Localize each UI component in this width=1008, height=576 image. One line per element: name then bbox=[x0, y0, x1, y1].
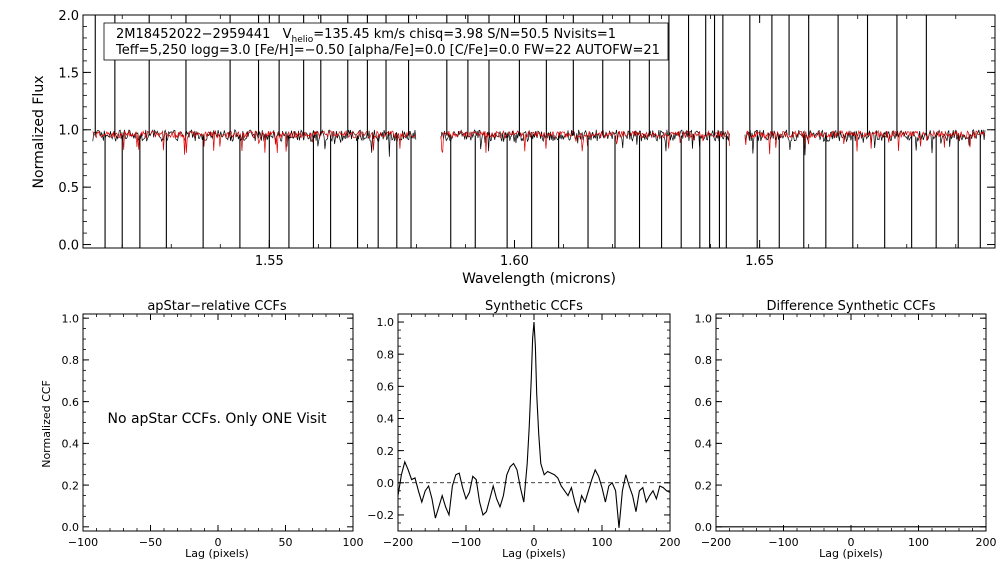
difference-ccf-xlabel: Lag (pixels) bbox=[819, 547, 883, 560]
spectrum-data bbox=[92, 15, 986, 248]
y-tick-label: 0.0 bbox=[58, 238, 79, 253]
x-tick-label: −200 bbox=[701, 536, 731, 549]
x-tick-label: −50 bbox=[139, 536, 162, 549]
header-v-sub: helio bbox=[292, 35, 314, 45]
y-tick-label: −0.2 bbox=[367, 509, 394, 522]
y-tick-label: 0.5 bbox=[58, 181, 79, 196]
x-tick-label: −100 bbox=[68, 536, 98, 549]
synthetic-ccf-axes-frame bbox=[397, 313, 671, 532]
apstar-ccf-ylabel: Normalized CCF bbox=[40, 380, 53, 468]
apstar-ccf-ticks: −100 −50 0 50 100 0.0 0.2 0.4 0.6 0.8 1.0 bbox=[62, 312, 364, 549]
apstar-ccf-panel: apStar−relative CCFs −100 −50 0 50 100 0.0 0.2… bbox=[40, 299, 364, 560]
difference-ccf-axes-frame bbox=[715, 313, 987, 532]
x-tick-label: 1.65 bbox=[745, 254, 774, 269]
apstar-ccf-message: No apStar CCFs. Only ONE Visit bbox=[107, 411, 327, 427]
spectrum-panel: 1.55 1.60 1.65 0.0 0.5 1.0 1.5 2.0 2M18452022−2… bbox=[31, 9, 996, 287]
synthetic-ccf-xlabel: Lag (pixels) bbox=[502, 547, 566, 560]
observed-spectrum-chip-2 bbox=[440, 129, 730, 152]
x-tick-label: 200 bbox=[976, 536, 997, 549]
y-tick-label: 1.5 bbox=[58, 66, 79, 81]
spectrum-xlabel: Wavelength (microns) bbox=[462, 271, 616, 287]
synthetic-ccf-panel: Synthetic CCFs −200 −100 0 100 200 −0.2 0.0 0.2… bbox=[367, 299, 680, 560]
synthetic-ccf-ticks: −200 −100 0 100 200 −0.2 0.0 0.2 0.4 0.6 0.8 1.0 bbox=[367, 313, 681, 549]
x-tick-label: 100 bbox=[908, 536, 929, 549]
y-tick-label: 0.0 bbox=[62, 521, 80, 534]
apstar-ccf-title: apStar−relative CCFs bbox=[147, 299, 287, 314]
y-tick-label: 0.4 bbox=[377, 413, 395, 426]
header-box bbox=[103, 22, 669, 61]
x-tick-label: 1.60 bbox=[500, 254, 529, 269]
y-tick-label: 0.2 bbox=[377, 445, 395, 458]
model-spectrum-chip-2 bbox=[440, 129, 730, 153]
synthetic-ccf-title: Synthetic CCFs bbox=[485, 299, 583, 314]
header-star-id: 2M18452022−2959441 bbox=[116, 27, 270, 42]
header-params: Teff=5,250 logg=3.0 [Fe/H]=−0.50 [alpha/… bbox=[115, 43, 660, 58]
y-tick-label: 1.0 bbox=[377, 316, 395, 329]
x-tick-label: 0 bbox=[215, 536, 222, 549]
y-tick-label: 0.6 bbox=[62, 396, 80, 409]
spectrum-ticks: 1.55 1.60 1.65 0.0 0.5 1.0 1.5 2.0 bbox=[58, 9, 995, 269]
model-spectrum-chip-1 bbox=[92, 129, 417, 155]
header-line-1: 2M18452022−2959441 Vhelio=135.45 km/s ch… bbox=[116, 27, 616, 45]
y-tick-label: 0.0 bbox=[695, 521, 713, 534]
difference-ccf-panel: Difference Synthetic CCFs −200 −100 0 100 20… bbox=[695, 299, 997, 560]
header-v-label: V bbox=[283, 27, 292, 42]
y-tick-label: 0.0 bbox=[377, 477, 395, 490]
difference-ccf-title: Difference Synthetic CCFs bbox=[766, 299, 935, 314]
spectrum-ylabel: Normalized Flux bbox=[31, 76, 47, 189]
y-tick-label: 1.0 bbox=[62, 312, 80, 325]
header-v-rest: =135.45 km/s chisq=3.98 S/N=50.5 Nvisits… bbox=[313, 27, 616, 42]
x-tick-label: 50 bbox=[279, 536, 293, 549]
x-tick-label: 0 bbox=[848, 536, 855, 549]
x-tick-label: 200 bbox=[660, 536, 681, 549]
x-tick-label: −100 bbox=[451, 536, 481, 549]
spectrum-plot-area bbox=[92, 15, 986, 248]
spectrum-axes-frame bbox=[82, 14, 996, 249]
y-tick-label: 0.4 bbox=[62, 438, 80, 451]
x-tick-label: −200 bbox=[383, 536, 413, 549]
y-tick-label: 0.8 bbox=[62, 354, 80, 367]
y-tick-label: 0.8 bbox=[695, 354, 713, 367]
synthetic-ccf-line bbox=[397, 321, 671, 528]
y-tick-label: 0.2 bbox=[695, 479, 713, 492]
y-tick-label: 1.0 bbox=[695, 312, 713, 325]
y-tick-label: 1.0 bbox=[58, 124, 79, 139]
synthetic-ccf-data bbox=[397, 321, 671, 528]
y-tick-label: 0.8 bbox=[377, 348, 395, 361]
y-tick-label: 0.6 bbox=[377, 381, 395, 394]
observed-spectrum-chip-1 bbox=[92, 128, 417, 157]
model-spectrum-chip-3 bbox=[744, 129, 986, 155]
difference-ccf-ticks: −200 −100 0 100 200 0.0 0.2 0.4 0.6 0.8 1.0 bbox=[695, 312, 997, 549]
y-tick-label: 2.0 bbox=[58, 9, 79, 24]
x-tick-label: 100 bbox=[592, 536, 613, 549]
y-tick-label: 0.6 bbox=[695, 396, 713, 409]
x-tick-label: −100 bbox=[768, 536, 798, 549]
y-tick-label: 0.4 bbox=[695, 438, 713, 451]
apstar-ccf-xlabel: Lag (pixels) bbox=[185, 547, 249, 560]
x-tick-label: 0 bbox=[531, 536, 538, 549]
x-tick-label: 100 bbox=[343, 536, 364, 549]
y-tick-label: 0.2 bbox=[62, 479, 80, 492]
x-tick-label: 1.55 bbox=[255, 254, 284, 269]
